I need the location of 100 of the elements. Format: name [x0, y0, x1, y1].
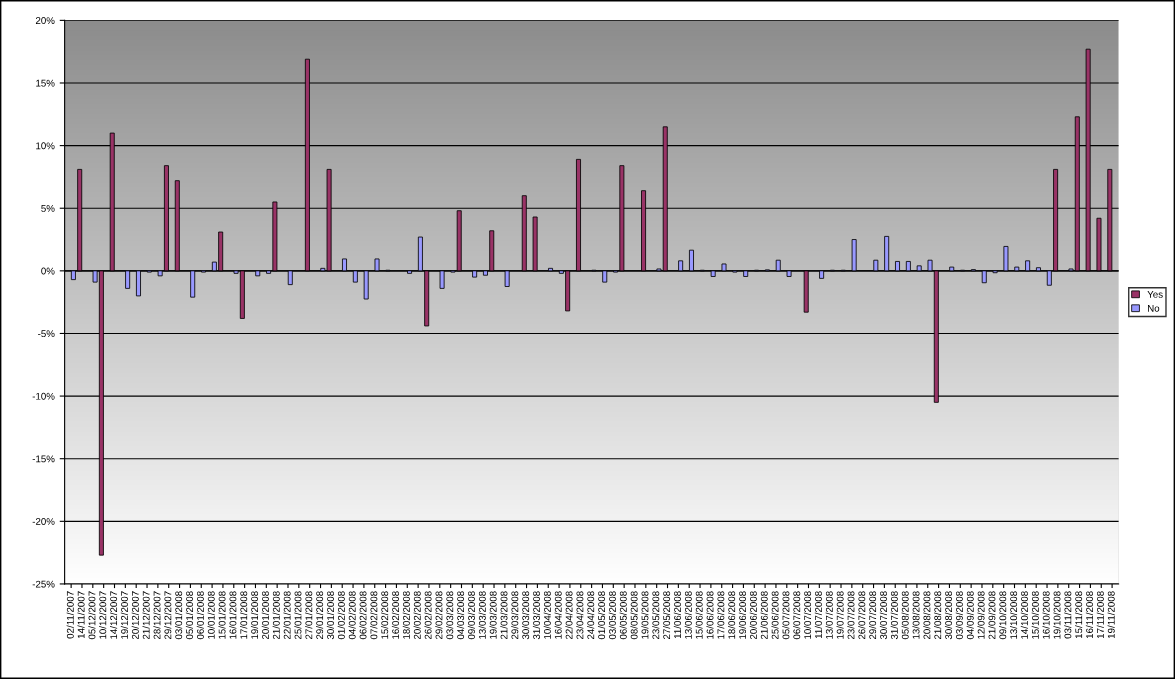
y-tick-label: 5% [41, 205, 55, 212]
x-tick-label: 29/02/2008 [435, 591, 443, 640]
x-tick-label: 16/02/2008 [391, 591, 400, 639]
x-tick-label: 31/03/2008 [532, 591, 541, 640]
x-tick-label: 09/03/2008 [467, 591, 475, 640]
x-tick-label: 10/12/2007 [99, 591, 107, 639]
x-tick-label: 13/07/2008 [825, 591, 833, 639]
x-tick-label: 14/11/2007 [77, 591, 85, 639]
x-tick-label: 15/06/2008 [695, 591, 703, 639]
x-tick-label: 10/07/2008 [803, 591, 812, 639]
x-tick-label: 14/10/2008 [1020, 591, 1028, 639]
x-tick-label: 11/06/2008 [673, 591, 681, 639]
x-tick-label: 19/03/2008 [489, 591, 497, 639]
x-tick-label: 29/07/2008 [869, 591, 877, 640]
x-tick-label: 19/01/2008 [250, 591, 259, 639]
x-tick-label: 01/02/2008 [337, 591, 345, 640]
x-tick-label: 17/06/2008 [717, 591, 725, 639]
y-tick-label: -5% [38, 330, 55, 338]
x-tick-label: 16/10/2008 [1042, 591, 1050, 639]
x-tick-label: 31/07/2008 [890, 591, 898, 640]
x-tick-label: 23/07/2008 [847, 591, 855, 640]
x-tick-label: 04/09/2008 [966, 591, 974, 640]
x-tick-label: 15/02/2008 [381, 591, 389, 639]
x-tick-label: 09/10/2008 [999, 591, 1007, 640]
x-tick-label: 19/05/2008 [641, 591, 649, 639]
x-tick-label: 23/05/2008 [652, 591, 660, 640]
x-tick-label: 03/09/2008 [955, 591, 963, 640]
x-tick-label: 19/11/2008 [1107, 591, 1115, 639]
x-tick-label: 28/12/2007 [153, 591, 161, 640]
x-tick-label: 10/01/2008 [207, 591, 215, 639]
x-tick-label: 29/12/2007 [164, 591, 172, 640]
y-tick-label: 15% [36, 79, 55, 87]
x-tick-label: 12/09/2008 [977, 591, 985, 639]
x-tick-label: 30/01/2008 [326, 591, 334, 640]
x-tick-label: 20/06/2008 [749, 591, 757, 640]
x-tick-label: 05/08/2008 [901, 591, 909, 640]
y-tick-label: -20% [32, 518, 55, 525]
x-tick-label: 30/07/2008 [879, 591, 887, 640]
x-tick-label: 05/07/2008 [782, 591, 790, 640]
x-tick-label: 15/10/2008 [1031, 591, 1039, 639]
x-tick-label: 21/12/2007 [142, 591, 150, 640]
x-tick-label: 03/05/2008 [608, 591, 616, 640]
x-tick-label: 25/01/2008 [294, 591, 302, 640]
x-tick-label: 16/06/2008 [706, 591, 714, 639]
x-tick-label: 30/08/2008 [944, 591, 953, 640]
x-tick-label: 21/09/2008 [988, 591, 996, 640]
x-tick-label: 03/03/2008 [446, 591, 454, 640]
x-tick-label: 13/08/2008 [912, 591, 920, 639]
x-tick-label: 15/11/2008 [1075, 591, 1083, 639]
x-tick-label: 24/04/2008 [587, 591, 595, 640]
x-tick-label: 22/01/2008 [283, 591, 291, 640]
x-tick-label: 30/03/2008 [522, 591, 530, 640]
x-tick-label: 23/04/2008 [576, 591, 584, 640]
x-tick-label: 15/01/2008 [218, 591, 226, 639]
x-tick-label: 06/02/2008 [359, 591, 367, 640]
x-tick-label: 19/10/2008 [1053, 591, 1061, 639]
x-tick-label: 05/01/2008 [185, 591, 194, 640]
x-tick-label: 06/07/2008 [793, 591, 801, 640]
y-tick-label: 10% [36, 142, 55, 150]
x-tick-label: 04/02/2008 [348, 591, 356, 640]
x-tick-label: 27/01/2008 [305, 591, 313, 640]
x-tick-label: 07/02/2008 [370, 591, 378, 640]
x-tick-label: 13/03/2008 [478, 591, 486, 639]
x-tick-label: 02/11/2007 [66, 591, 74, 639]
x-tick-label: 29/03/2008 [511, 591, 519, 640]
x-tick-label: 05/12/2007 [88, 591, 96, 640]
x-tick-label: 19/06/2008 [738, 591, 747, 639]
x-tick-label: 21/03/2008 [500, 591, 508, 640]
x-tick-label: 19/07/2008 [836, 591, 844, 639]
y-tick-label: -15% [32, 455, 55, 463]
x-tick-label: 19/12/2007 [120, 591, 128, 639]
x-tick-label: 06/05/2008 [619, 591, 627, 640]
x-tick-label: 18/02/2008 [402, 591, 410, 639]
x-tick-label: 17/11/2008 [1096, 591, 1104, 639]
x-tick-label: 06/01/2008 [196, 591, 204, 640]
y-tick-label: -10% [32, 392, 55, 400]
x-tick-label: 01/05/2008 [597, 591, 606, 640]
x-tick-label: 16/04/2008 [554, 591, 562, 639]
x-tick-label: 18/06/2008 [728, 591, 736, 639]
x-tick-label: 13/06/2008 [684, 591, 692, 639]
x-tick-label: 08/05/2008 [630, 591, 638, 640]
x-tick-label: 21/01/2008 [272, 591, 280, 640]
x-tick-label: 03/11/2008 [1064, 591, 1072, 639]
x-tick-label: 22/04/2008 [565, 591, 573, 640]
x-tick-label: 29/01/2008 [316, 591, 324, 640]
y-tick-label: -25% [32, 580, 55, 588]
x-tick-label: 13/10/2008 [1009, 591, 1018, 639]
y-tick-label: 0% [41, 267, 55, 275]
x-tick-label: 16/11/2008 [1085, 591, 1094, 639]
x-tick-label: 03/01/2008 [175, 591, 183, 640]
x-tick-label: 11/07/2008 [814, 591, 822, 639]
x-tick-label: 14/12/2007 [109, 591, 118, 639]
legend-label: No [1148, 304, 1160, 312]
x-tick-label: 16/01/2008 [229, 591, 237, 639]
x-tick-label: 27/05/2008 [662, 591, 671, 640]
x-tick-label: 26/02/2008 [424, 591, 432, 640]
x-tick-label: 26/07/2008 [858, 591, 866, 640]
x-tick-label: 20/08/2008 [923, 591, 931, 640]
x-tick-label: 20/12/2007 [131, 591, 139, 640]
x-tick-label: 04/03/2008 [456, 591, 465, 640]
